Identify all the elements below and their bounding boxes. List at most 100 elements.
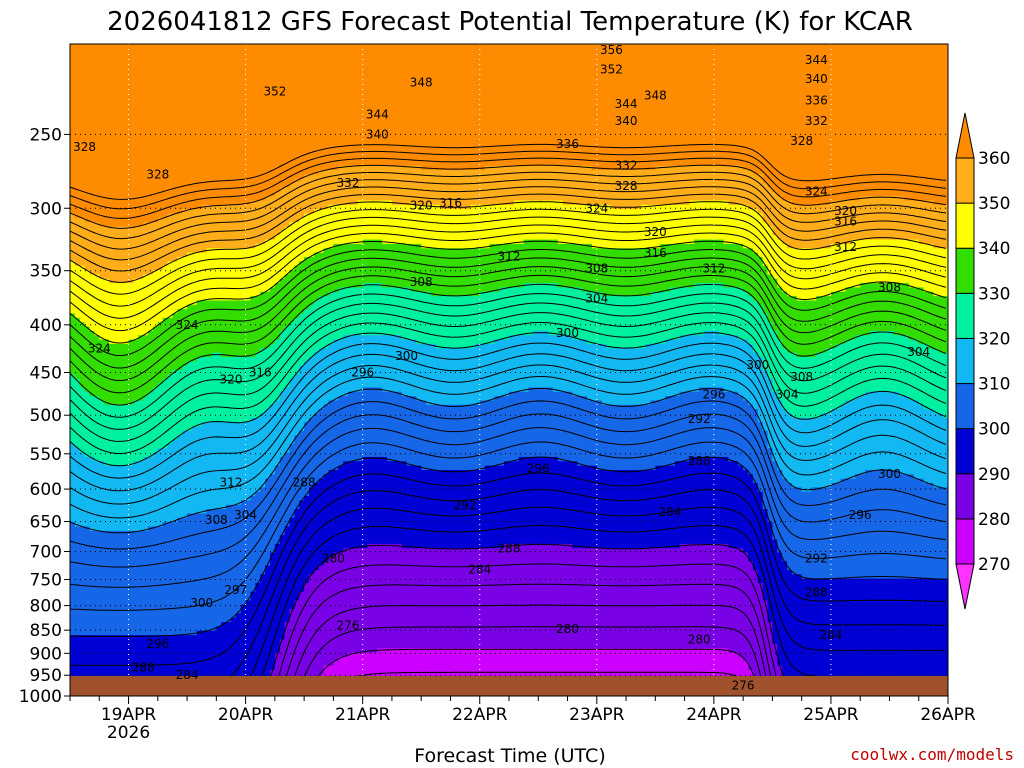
field-cell bbox=[845, 400, 851, 480]
field-cell bbox=[679, 543, 685, 649]
field-cell bbox=[894, 283, 900, 336]
field-cell bbox=[421, 248, 427, 293]
field-cell bbox=[294, 222, 300, 267]
field-cell bbox=[230, 44, 237, 206]
field-cell bbox=[128, 44, 134, 227]
field-cell bbox=[606, 469, 612, 549]
field-cell bbox=[191, 513, 198, 636]
field-cell bbox=[440, 469, 446, 549]
contour-line-286 bbox=[282, 583, 773, 689]
field-cell bbox=[235, 504, 242, 614]
field-cell bbox=[318, 170, 325, 210]
field-cell bbox=[494, 465, 500, 549]
field-cell bbox=[616, 248, 622, 297]
field-cell bbox=[377, 165, 383, 201]
field-cell bbox=[416, 548, 422, 649]
field-cell bbox=[543, 165, 549, 201]
field-cell bbox=[655, 204, 661, 249]
contour-line-362 bbox=[69, 157, 947, 219]
field-cell bbox=[835, 291, 842, 345]
field-cell bbox=[743, 44, 749, 171]
field-cell bbox=[713, 543, 720, 649]
field-cell bbox=[84, 526, 90, 636]
field-cell bbox=[674, 243, 681, 288]
field-cell bbox=[938, 578, 944, 697]
field-cell bbox=[362, 44, 368, 167]
field-cell bbox=[352, 204, 359, 245]
field-cell bbox=[113, 343, 120, 406]
field-cell bbox=[806, 248, 812, 301]
field-cell bbox=[840, 404, 846, 480]
field-cell bbox=[328, 170, 334, 206]
field-cell bbox=[104, 44, 110, 227]
field-cell bbox=[830, 200, 837, 245]
y-axis: 2503003504004505005506006507007508008509… bbox=[19, 125, 70, 707]
field-cell bbox=[713, 239, 720, 284]
field-cell bbox=[182, 44, 188, 210]
field-cell bbox=[601, 170, 607, 206]
field-cell bbox=[908, 400, 915, 475]
contour-label: 328 bbox=[615, 179, 638, 193]
field-cell bbox=[830, 243, 837, 293]
field-cell bbox=[167, 374, 173, 445]
field-cell bbox=[162, 217, 168, 267]
contour-label: 297 bbox=[224, 583, 247, 597]
field-cell bbox=[138, 226, 144, 280]
field-cell bbox=[513, 543, 520, 649]
field-cell bbox=[430, 170, 437, 206]
contour-label: 312 bbox=[834, 240, 857, 254]
field-cell bbox=[684, 165, 690, 206]
field-cell bbox=[74, 448, 81, 527]
field-cell bbox=[391, 461, 398, 545]
field-cell bbox=[606, 548, 612, 649]
field-cell bbox=[616, 44, 622, 171]
field-cell bbox=[889, 391, 895, 471]
field-cell bbox=[835, 343, 842, 410]
field-cell bbox=[562, 287, 568, 336]
field-cell bbox=[426, 343, 432, 406]
field-cell bbox=[635, 348, 642, 406]
field-cell bbox=[923, 578, 929, 697]
contour-label: 344 bbox=[615, 97, 638, 111]
field-cell bbox=[908, 239, 915, 288]
field-cell bbox=[260, 348, 266, 414]
field-cell bbox=[401, 204, 407, 245]
field-cell bbox=[552, 283, 559, 336]
field-cell bbox=[606, 296, 612, 349]
contour-label: 300 bbox=[395, 349, 418, 363]
credit-link[interactable]: coolwx.com/models bbox=[850, 745, 1014, 764]
field-cell bbox=[621, 404, 627, 471]
y-tick-label: 600 bbox=[30, 480, 62, 500]
field-cell bbox=[777, 44, 783, 197]
field-cell bbox=[762, 265, 768, 314]
colorbar-top-arrow bbox=[955, 112, 975, 159]
field-cell bbox=[587, 400, 593, 467]
field-cell bbox=[738, 465, 744, 549]
field-cell bbox=[148, 222, 154, 275]
field-cell bbox=[850, 400, 856, 480]
field-cell bbox=[460, 296, 466, 349]
x-tick-label: 21APR bbox=[335, 705, 391, 725]
field-cell bbox=[816, 204, 822, 249]
field-cell bbox=[323, 404, 329, 475]
field-cell bbox=[879, 44, 885, 197]
field-cell bbox=[411, 548, 417, 649]
field-cell bbox=[938, 248, 944, 297]
contour-line-300 bbox=[70, 456, 947, 637]
field-cell bbox=[362, 548, 368, 653]
field-cell bbox=[416, 465, 422, 549]
field-cell bbox=[928, 348, 934, 410]
contour-label: 284 bbox=[176, 668, 199, 682]
field-cell bbox=[860, 239, 866, 284]
field-cell bbox=[528, 44, 534, 167]
field-cell bbox=[440, 170, 446, 210]
field-cell bbox=[352, 461, 359, 549]
field-cell bbox=[860, 283, 866, 336]
field-cell bbox=[611, 348, 617, 406]
field-cell bbox=[387, 287, 393, 336]
field-cell bbox=[118, 44, 125, 227]
field-cell bbox=[391, 165, 398, 206]
field-cell bbox=[426, 548, 432, 649]
field-cell bbox=[596, 291, 603, 345]
field-cell bbox=[465, 296, 471, 349]
